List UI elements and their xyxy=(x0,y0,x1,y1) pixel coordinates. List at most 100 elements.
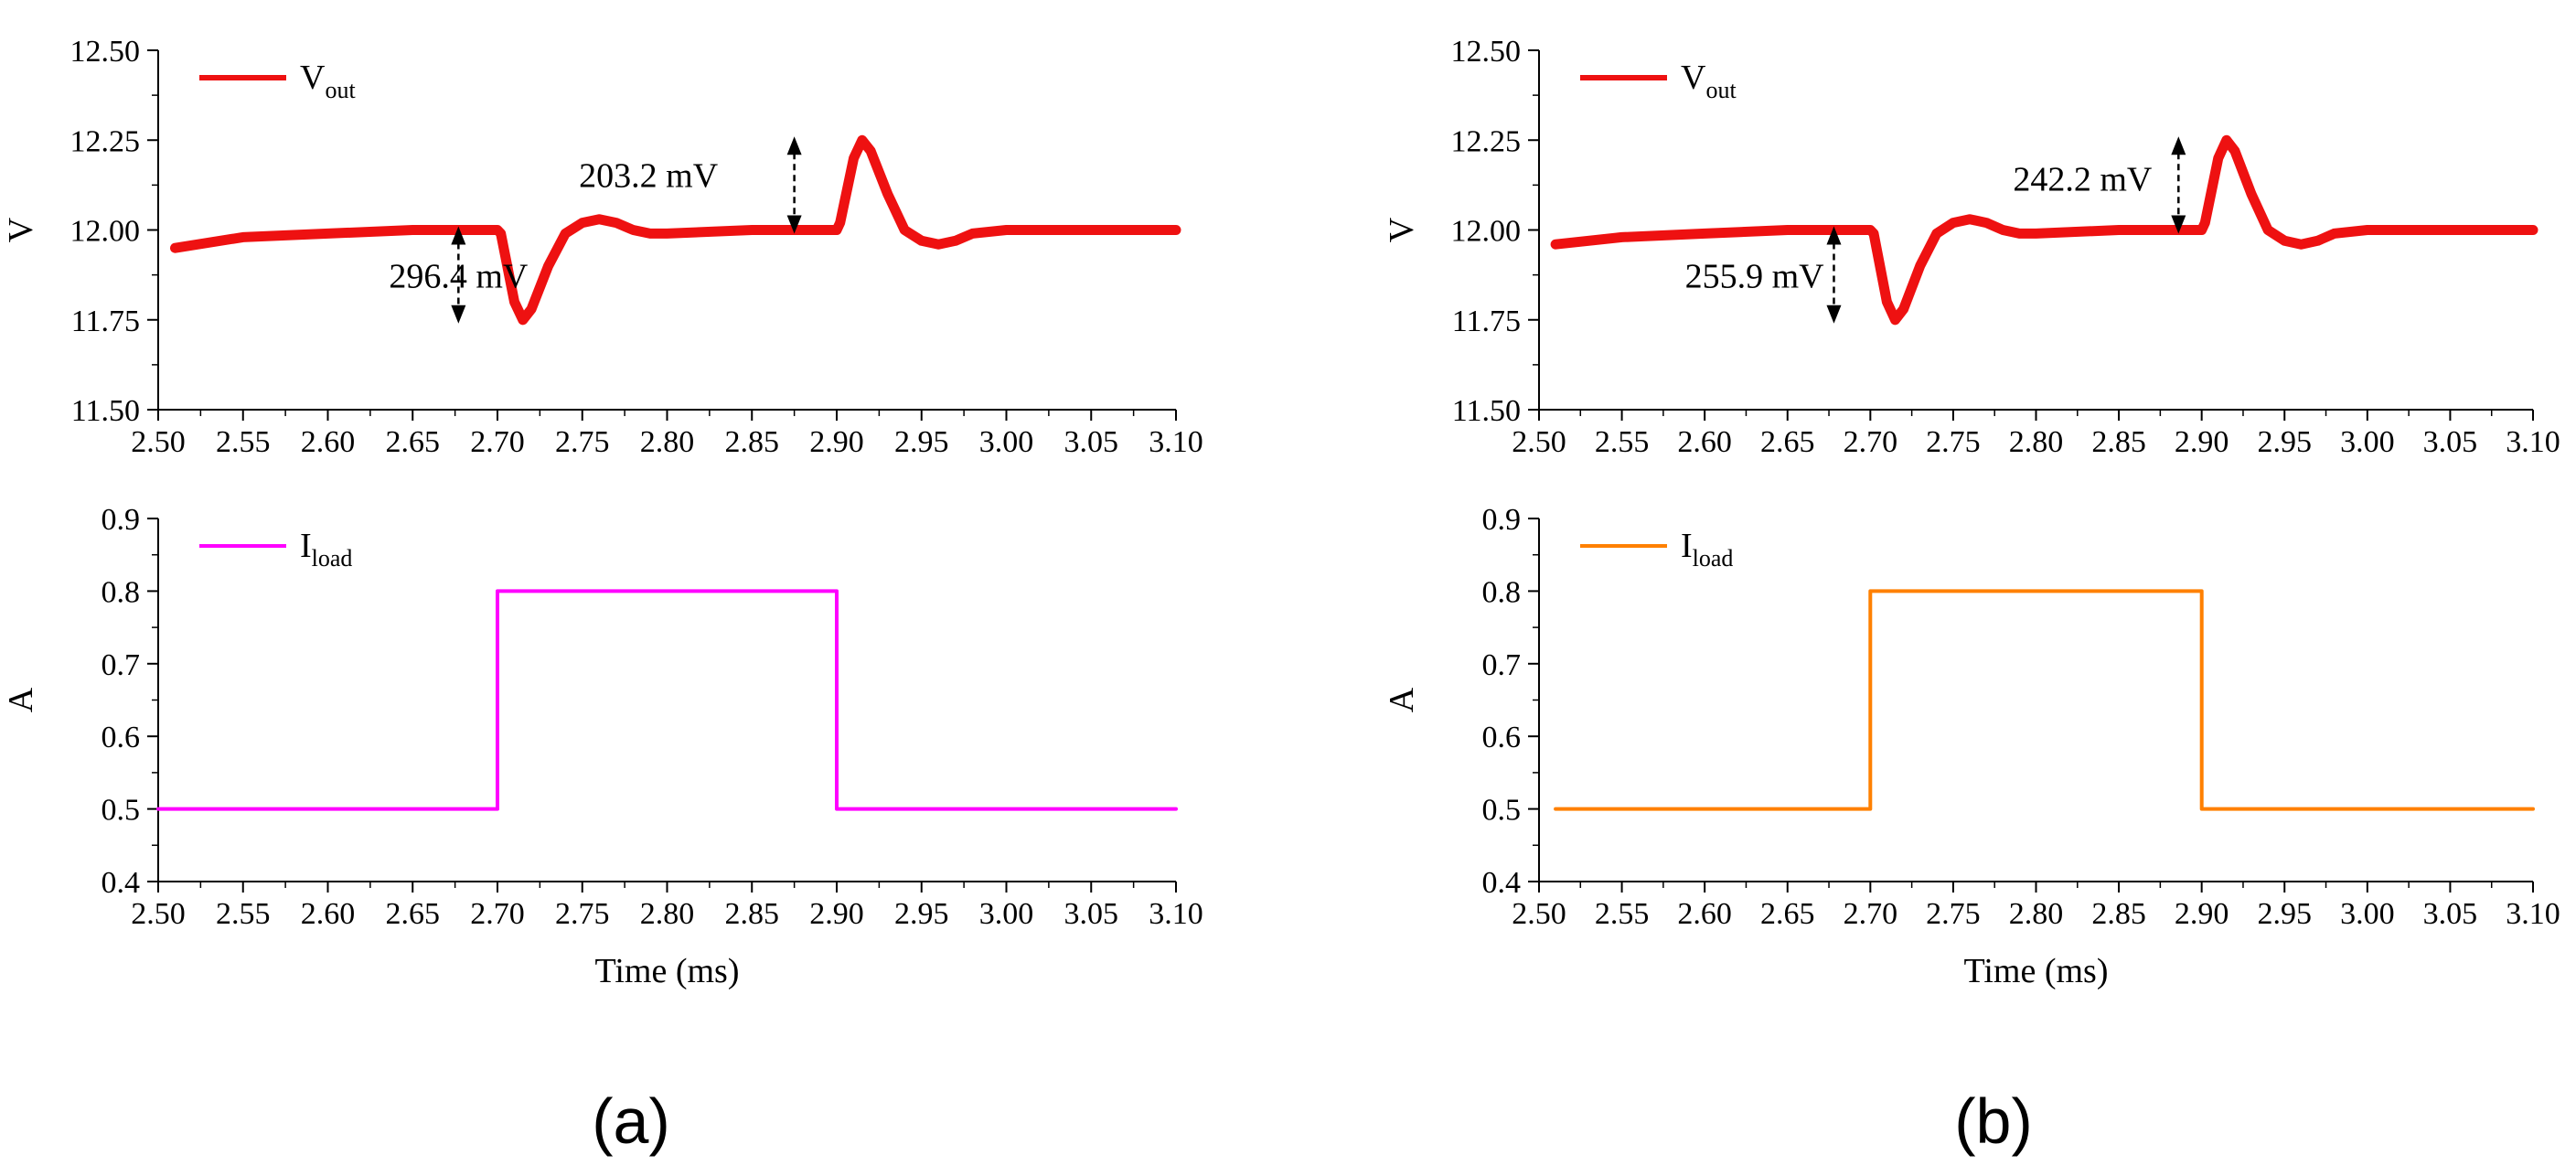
x-tick-label: 3.00 xyxy=(2340,425,2395,459)
legend-label-subscript: out xyxy=(1705,77,1737,103)
x-tick-label: 2.85 xyxy=(725,425,780,459)
x-tick-label: 2.90 xyxy=(2175,897,2229,931)
x-tick-label: 2.60 xyxy=(1677,425,1732,459)
x-tick-label: 2.60 xyxy=(301,897,356,931)
x-axis-label: Time (ms) xyxy=(1963,952,2108,990)
x-tick-label: 2.65 xyxy=(1760,897,1815,931)
x-tick-label: 3.10 xyxy=(1149,425,1203,459)
legend-label-base: I xyxy=(300,527,312,565)
y-axis-label: A xyxy=(2,687,40,712)
annotation-arrowhead-up xyxy=(451,226,466,245)
y-tick-label: 11.75 xyxy=(71,305,140,338)
x-tick-label: 3.00 xyxy=(2340,897,2395,931)
x-tick-label: 2.50 xyxy=(131,897,186,931)
annotation-arrowhead-down xyxy=(2171,215,2186,234)
y-tick-label: 0.8 xyxy=(1482,575,1522,609)
x-tick-label: 2.75 xyxy=(555,425,610,459)
y-tick-label: 12.00 xyxy=(1451,215,1522,249)
series-line-iload xyxy=(156,589,1178,811)
x-tick-label: 2.80 xyxy=(2009,897,2064,931)
legend-label-base: V xyxy=(300,59,326,97)
legend-label: Iload xyxy=(300,527,352,572)
y-axis-label: V xyxy=(1383,217,1421,242)
x-tick-label: 2.70 xyxy=(1844,425,1898,459)
annotation-label: 255.9 mV xyxy=(1685,258,1825,296)
x-tick-label: 2.95 xyxy=(2258,425,2313,459)
legend-label-subscript: out xyxy=(325,77,356,103)
annotation-label: 296.4 mV xyxy=(389,258,529,296)
x-tick-label: 3.05 xyxy=(2423,425,2478,459)
y-tick-label: 0.9 xyxy=(1482,503,1522,537)
legend-label-base: I xyxy=(1681,527,1693,565)
legend-label: Vout xyxy=(1681,59,1737,103)
annotation-arrow: 296.4 mV xyxy=(389,226,529,324)
y-tick-label: 12.25 xyxy=(1451,124,1522,158)
x-tick-label: 3.10 xyxy=(2506,897,2560,931)
x-tick-label: 2.85 xyxy=(725,897,780,931)
annotation-arrowhead-up xyxy=(786,136,802,155)
x-tick-label: 3.05 xyxy=(1064,425,1119,459)
x-tick-label: 2.95 xyxy=(2258,897,2313,931)
x-tick-label: 3.00 xyxy=(979,897,1034,931)
series-line-iload xyxy=(1554,589,2535,811)
annotation-arrowhead-down xyxy=(786,215,802,234)
x-tick-label: 2.55 xyxy=(216,897,271,931)
y-tick-label: 0.7 xyxy=(1482,648,1522,682)
annotation-arrowhead-up xyxy=(1826,226,1842,245)
x-tick-label: 2.70 xyxy=(1844,897,1898,931)
x-tick-label: 2.50 xyxy=(1512,897,1566,931)
panel-caption: (a) xyxy=(592,1085,670,1157)
x-axis-label: Time (ms) xyxy=(594,952,739,990)
x-tick-label: 2.55 xyxy=(1595,425,1650,459)
series-line-vout xyxy=(1550,134,2539,326)
y-tick-label: 0.4 xyxy=(1482,866,1522,900)
x-tick-label: 2.50 xyxy=(1512,425,1566,459)
annotation-arrow: 255.9 mV xyxy=(1685,226,1842,324)
x-tick-label: 2.55 xyxy=(1595,897,1650,931)
legend-label: Vout xyxy=(300,59,356,103)
x-tick-label: 2.65 xyxy=(386,897,441,931)
y-tick-label: 11.75 xyxy=(1452,305,1521,338)
x-tick-label: 2.85 xyxy=(2091,897,2146,931)
x-tick-label: 2.65 xyxy=(1760,425,1815,459)
x-tick-label: 3.05 xyxy=(1064,897,1119,931)
x-tick-label: 2.55 xyxy=(216,425,271,459)
x-tick-label: 3.05 xyxy=(2423,897,2478,931)
annotation-label: 203.2 mV xyxy=(579,157,719,196)
x-tick-label: 2.70 xyxy=(470,897,525,931)
x-tick-label: 2.50 xyxy=(131,425,186,459)
legend-label-subscript: load xyxy=(312,545,353,572)
y-tick-label: 0.8 xyxy=(102,575,141,609)
x-tick-label: 3.00 xyxy=(979,425,1034,459)
panel-caption: (b) xyxy=(1954,1085,2033,1157)
x-tick-label: 2.75 xyxy=(555,897,610,931)
x-tick-label: 2.65 xyxy=(386,425,441,459)
y-tick-label: 11.50 xyxy=(1452,394,1521,428)
y-tick-label: 0.5 xyxy=(102,794,141,828)
y-tick-label: 12.50 xyxy=(70,35,141,69)
legend-label-base: V xyxy=(1681,59,1706,97)
x-tick-label: 2.70 xyxy=(470,425,525,459)
chart-b-bottom: 2.50 2.55 2.60 2.65 2.70 2.75 2.80 2.85 2.90 2.95… xyxy=(1383,503,2560,990)
legend-label-subscript: load xyxy=(1693,545,1734,572)
legend-label: Iload xyxy=(1681,527,1733,572)
y-tick-label: 0.5 xyxy=(1482,794,1522,828)
y-tick-label: 0.6 xyxy=(1482,721,1522,754)
x-tick-label: 2.80 xyxy=(640,425,695,459)
annotation-arrow: 242.2 mV xyxy=(2013,136,2186,234)
y-tick-label: 12.25 xyxy=(70,124,141,158)
x-tick-label: 2.85 xyxy=(2091,425,2146,459)
x-tick-label: 2.95 xyxy=(894,897,949,931)
x-tick-label: 2.80 xyxy=(640,897,695,931)
series-line-vout xyxy=(170,134,1181,326)
y-tick-label: 0.7 xyxy=(102,648,141,682)
annotation-arrowhead-up xyxy=(2171,136,2186,155)
x-tick-label: 2.90 xyxy=(2175,425,2229,459)
x-tick-label: 2.90 xyxy=(809,425,864,459)
chart-b-top: 2.50 2.55 2.60 2.65 2.70 2.75 2.80 2.85 2.90 2.95… xyxy=(1383,35,2560,459)
x-tick-label: 2.60 xyxy=(1677,897,1732,931)
y-tick-label: 0.9 xyxy=(102,503,141,537)
annotation-arrow: 203.2 mV xyxy=(579,136,802,234)
